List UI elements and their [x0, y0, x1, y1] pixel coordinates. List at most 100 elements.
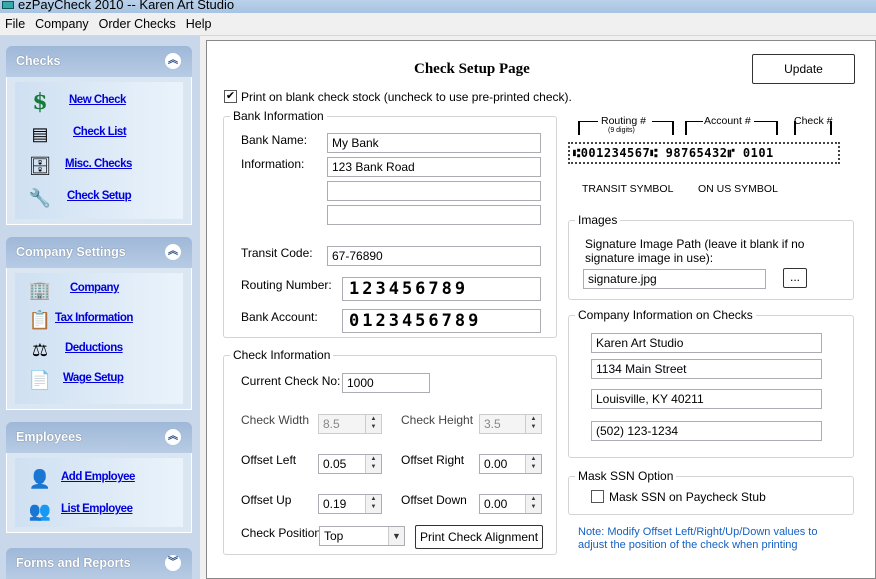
menu-order-checks[interactable]: Order Checks [98, 17, 176, 31]
mask-ssn-group: Mask SSN Option [568, 469, 854, 515]
sidebar: Checks ︽ $ New Check ▤ Check List 🗄 Misc. Ch… [0, 36, 200, 579]
signature-path-input[interactable]: signature.jpg [583, 269, 766, 289]
sidebar-item-company[interactable]: 🏢 Company [15, 277, 185, 303]
check-list-link[interactable]: Check List [73, 126, 127, 138]
spinner-icon[interactable]: ▲ ▼ [365, 495, 381, 513]
value: Top [324, 529, 344, 543]
arrow-icon [578, 121, 580, 135]
offset-left-label: Offset Left [241, 453, 297, 467]
company-settings-panel-header[interactable]: Company Settings ︽ [6, 237, 192, 268]
offset-note: Note: Modify Offset Left/Right/Up/Down v… [578, 526, 818, 551]
company-link[interactable]: Company [70, 282, 119, 294]
misc-checks-link[interactable]: Misc. Checks [65, 158, 132, 170]
sidebar-item-new-check[interactable]: $ New Check [15, 89, 185, 115]
group-title: Check Information [230, 348, 334, 362]
sidebar-item-list-employee[interactable]: 👥 List Employee [15, 498, 185, 524]
check-height-label: Check Height [401, 413, 474, 427]
current-check-label: Current Check No: [241, 374, 341, 388]
update-button[interactable]: Update [752, 54, 855, 84]
sidebar-item-deductions[interactable]: ⚖ Deductions [15, 337, 185, 363]
arrow-icon [685, 121, 687, 135]
checks-panel: $ New Check ▤ Check List 🗄 Misc. Checks 🔧 Ch… [6, 77, 192, 225]
bank-information-group: Bank Information [223, 109, 557, 338]
menu-help[interactable]: Help [185, 17, 212, 31]
deductions-link[interactable]: Deductions [65, 342, 123, 354]
spinner-icon[interactable]: ▲ ▼ [525, 495, 541, 513]
transit-code-label: Transit Code: [241, 246, 313, 260]
employees-panel-header[interactable]: Employees ︽ [6, 422, 192, 453]
value: 0.00 [484, 497, 508, 511]
add-employee-link[interactable]: Add Employee [61, 471, 135, 483]
routing-caption: Routing # [601, 115, 646, 127]
window-title: ezPayCheck 2010 -- Karen Art Studio [18, 0, 235, 12]
routing-number-label: Routing Number: [241, 278, 332, 292]
collapse-icon[interactable]: ︽ [165, 429, 181, 445]
value: 0.00 [484, 457, 508, 471]
sidebar-item-check-setup[interactable]: 🔧 Check Setup [15, 185, 185, 211]
routing-number-input[interactable]: 123456789 [342, 277, 541, 301]
sidebar-item-misc-checks[interactable]: 🗄 Misc. Checks [15, 153, 185, 179]
offset-up-stepper[interactable]: 0.19 ▲ ▼ [318, 494, 382, 514]
bank-account-input[interactable]: 0123456789 [342, 309, 541, 333]
spinner-icon[interactable]: ▲ ▼ [365, 455, 381, 473]
company-city-input[interactable]: Louisville, KY 40211 [591, 389, 822, 409]
checks-panel-header[interactable]: Checks ︽ [6, 46, 192, 77]
bank-name-input[interactable]: My Bank [327, 133, 541, 153]
new-check-link[interactable]: New Check [69, 94, 126, 106]
offset-right-stepper[interactable]: 0.00 ▲ ▼ [479, 454, 542, 474]
person-icon: 👤 [28, 469, 52, 489]
sidebar-item-check-list[interactable]: ▤ Check List [15, 121, 185, 147]
arrow-icon [776, 121, 778, 135]
expand-icon[interactable]: ︾ [165, 555, 181, 571]
sidebar-item-wage-setup[interactable]: 📄 Wage Setup [15, 367, 185, 393]
print-check-alignment-button[interactable]: Print Check Alignment [415, 525, 543, 549]
dollar-icon: $ [32, 89, 48, 115]
print-blank-checkbox[interactable]: ✔ [224, 90, 237, 103]
sidebar-item-tax-information[interactable]: 📋 Tax Information [15, 307, 185, 333]
drawer-icon: 🗄 [28, 156, 52, 176]
check-width-stepper: 8.5 ▲ ▼ [318, 414, 382, 434]
mask-ssn-checkbox[interactable] [591, 490, 604, 503]
dropdown-arrow-icon[interactable]: ▼ [388, 527, 404, 545]
menu-bar: File Company Order Checks Help [0, 13, 876, 36]
collapse-icon[interactable]: ︽ [165, 53, 181, 69]
panel-title: Employees [16, 430, 83, 444]
employees-panel: 👤 Add Employee 👥 List Employee [6, 453, 192, 533]
list-employee-link[interactable]: List Employee [61, 503, 133, 515]
company-name-input[interactable]: Karen Art Studio [591, 333, 822, 353]
value: 0.19 [323, 497, 347, 511]
arrow-icon [672, 121, 674, 135]
offset-left-stepper[interactable]: 0.05 ▲ ▼ [318, 454, 382, 474]
collapse-icon[interactable]: ︽ [165, 244, 181, 260]
micr-line-diagram: Routing # (9 digits) Account # Check # ⑆… [568, 112, 840, 198]
browse-button[interactable]: ... [783, 268, 807, 288]
spinner-icon[interactable]: ▲ ▼ [525, 455, 541, 473]
print-blank-label: Print on blank check stock (uncheck to u… [241, 90, 572, 104]
offset-down-stepper[interactable]: 0.00 ▲ ▼ [479, 494, 542, 514]
tax-information-link[interactable]: Tax Information [55, 312, 133, 324]
check-setup-link[interactable]: Check Setup [67, 190, 132, 202]
current-check-input[interactable]: 1000 [342, 373, 430, 393]
information-label: Information: [241, 157, 305, 171]
company-address-input[interactable]: 1134 Main Street [591, 359, 822, 379]
spinner-icon: ▲ ▼ [525, 415, 541, 433]
offset-right-label: Offset Right [401, 453, 465, 467]
menu-company[interactable]: Company [35, 17, 89, 31]
app-icon [2, 1, 14, 9]
check-number-caption: Check # [794, 115, 833, 127]
information-line-3-input[interactable] [327, 205, 541, 225]
information-line-1-input[interactable]: 123 Bank Road [327, 157, 541, 177]
check-position-select[interactable]: Top ▼ [319, 526, 405, 546]
wage-setup-link[interactable]: Wage Setup [63, 372, 124, 384]
sidebar-item-add-employee[interactable]: 👤 Add Employee [15, 466, 185, 492]
information-line-2-input[interactable] [327, 181, 541, 201]
images-group: Images [568, 213, 854, 300]
offset-down-label: Offset Down [401, 493, 467, 507]
forms-reports-panel-header[interactable]: Forms and Reports ︾ [6, 548, 192, 579]
company-phone-input[interactable]: (502) 123-1234 [591, 421, 822, 441]
menu-file[interactable]: File [5, 17, 26, 31]
transit-code-input[interactable]: 67-76890 [327, 246, 541, 266]
panel-title: Forms and Reports [16, 556, 131, 570]
on-us-symbol-caption: ON US SYMBOL [698, 183, 778, 195]
group-title: Bank Information [230, 109, 327, 123]
